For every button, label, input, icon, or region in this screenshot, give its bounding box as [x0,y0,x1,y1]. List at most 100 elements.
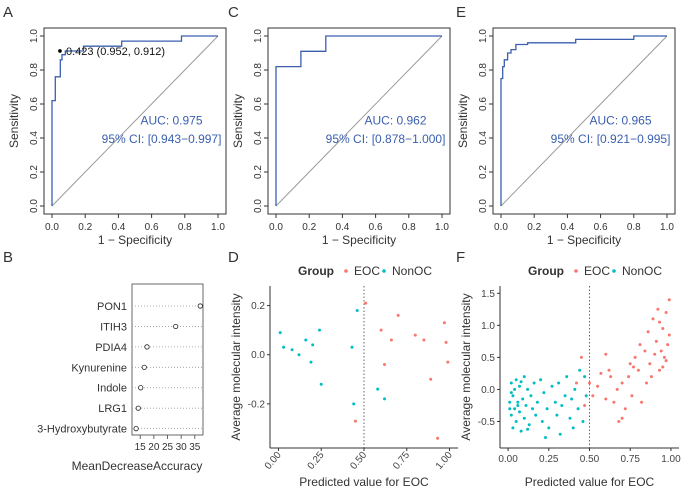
data-point-nonoc [576,407,580,411]
x-tick-label: 1.0 [211,222,225,233]
data-point-nonoc [376,387,380,391]
data-point-eoc [617,420,621,423]
auc-label: AUC: 0.975 [140,113,202,127]
y-axis-label: Average molecular intensity [229,293,243,440]
data-point-nonoc [568,416,572,420]
y-tick-label: -0.5 [478,417,496,428]
data-point-nonoc [578,368,582,372]
legend-nonoc-swatch [612,269,616,273]
auc-label: AUC: 0.965 [589,113,651,127]
legend-nonoc-swatch [382,269,386,273]
data-point-nonoc [352,402,356,406]
data-point-eoc [429,377,433,381]
x-tick-label: 0.00 [263,450,284,472]
data-point-eoc [658,320,661,324]
data-point-nonoc [282,345,286,349]
data-point-eoc [422,338,426,342]
data-point-nonoc [553,400,557,404]
auc-label: AUC: 0.962 [364,113,426,127]
data-point-nonoc [527,423,531,427]
y-tick-label: 0.2 [253,165,264,179]
x-tick-label: 20 [148,442,160,453]
data-point-eoc [661,365,665,369]
data-point-eoc [646,330,650,334]
x-axis-label: Predicted value for EOC [525,475,655,489]
data-point-nonoc [297,353,301,357]
x-tick-label: 0.8 [178,222,192,233]
importance-chart-b: PON1 ITIH3 PDIA4 Kynurenine Indole LRG1 3-Hydr… [37,283,204,473]
y-tick-label: 0.6 [29,97,40,111]
y-tick-label: 0.0 [481,385,495,396]
legend-eoc-swatch [574,269,578,273]
x-tick-label: 25 [162,442,174,453]
data-point-nonoc [513,387,517,391]
data-point-nonoc [581,420,585,423]
importance-point [173,323,179,330]
data-point-eoc [620,381,624,385]
data-point-nonoc [550,384,554,388]
data-point-nonoc [544,436,547,439]
roc-curve [500,35,667,206]
x-tick-label: 1.0 [435,222,449,233]
x-tick-label: 0.4 [560,222,574,233]
y-tick-label: 0.2 [251,301,265,312]
data-point-eoc [609,375,613,379]
panel-letter-b: B [3,249,13,266]
data-point-nonoc [508,400,512,404]
data-point-eoc [612,400,616,404]
x-tick-label: 0.8 [402,222,416,233]
x-tick-label: 0.25 [539,454,559,465]
x-tick-label: 0.8 [627,222,641,233]
data-point-eoc [662,355,666,359]
x-tick-label: 0.75 [391,450,412,472]
data-point-nonoc [558,432,562,436]
diagonal-reference-line [500,35,668,207]
data-point-eoc [667,333,671,337]
y-axis-label: Average molecular intensity [459,293,473,440]
y-tick-label: 1.0 [29,29,40,43]
data-point-nonoc [509,391,513,395]
y-axis-label: Sensitivity [231,94,245,148]
data-point-nonoc [571,426,575,430]
data-point-eoc [575,381,578,385]
data-point-nonoc [508,407,512,411]
data-point-eoc [379,328,383,332]
data-point-nonoc [519,429,523,433]
threshold-point [58,49,62,53]
data-point-eoc [667,298,671,302]
y-tick-label: 0.6 [478,97,489,111]
data-point-eoc [588,381,591,385]
data-point-eoc [654,339,658,343]
importance-category-label: Kynurenine [71,362,127,374]
roc-chart-a: 0.0 0.2 0.4 0.6 0.8 1.0 0.0 0.2 0.4 0.6 0.8 1.0 1 − … [7,27,227,247]
data-point-nonoc [542,391,546,395]
data-point-nonoc [535,400,539,404]
legend-nonoc-label: NonOC [392,264,432,278]
x-tick-label: 1.00 [434,450,455,472]
data-point-nonoc [513,407,517,411]
importance-category-label: Indole [97,383,127,395]
plot-frame [267,27,451,215]
data-point-nonoc [529,394,533,398]
x-tick-label: 35 [189,442,201,453]
data-point-nonoc [555,413,559,417]
charts-layer: 0.0 0.2 0.4 0.6 0.8 1.0 0.0 0.2 0.4 0.6 0.8 1.0 1 − … [7,27,681,489]
data-point-nonoc [309,360,313,364]
data-point-nonoc [290,348,294,352]
importance-category-label: ITIH3 [100,321,127,333]
data-point-nonoc [539,378,543,382]
data-point-nonoc [570,397,574,401]
legend-title: Group [298,264,334,278]
data-point-eoc [604,352,608,356]
importance-point [144,344,150,350]
ci-label: 95% CI: [0.921−0.995] [551,132,671,146]
data-point-eoc [579,355,583,359]
plot-frame [43,27,227,215]
x-tick-label: 0.2 [302,222,316,233]
data-point-eoc [446,360,450,364]
data-point-nonoc [524,404,528,407]
data-point-nonoc [318,328,321,332]
data-point-eoc [656,307,660,311]
data-point-nonoc [514,420,518,423]
panel-letter-d: D [228,249,239,266]
